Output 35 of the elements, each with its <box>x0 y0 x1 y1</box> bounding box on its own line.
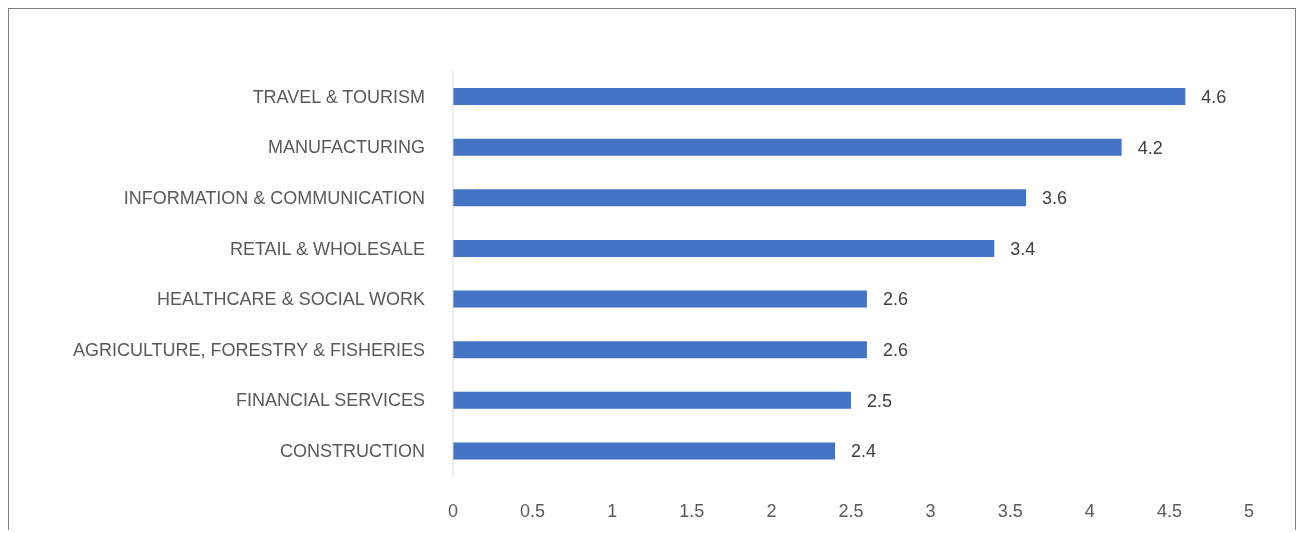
data-label: 4.6 <box>1201 86 1227 107</box>
x-tick-label: 5 <box>1243 500 1255 521</box>
x-tick-label: 3.5 <box>997 500 1023 521</box>
y-tick-label: INFORMATION & COMMUNICATION <box>123 187 425 208</box>
x-tick-label: 3 <box>925 500 936 521</box>
x-tick-label: 2.5 <box>838 500 864 521</box>
data-label: 3.4 <box>1010 238 1036 259</box>
data-label: 2.5 <box>867 390 893 411</box>
bar <box>453 239 995 257</box>
y-tick-label: MANUFACTURING <box>268 137 425 158</box>
x-tick-label: 0.5 <box>520 500 546 521</box>
bar <box>453 189 1027 207</box>
bar <box>453 341 867 359</box>
data-label: 2.4 <box>851 441 877 462</box>
y-tick-label: AGRICULTURE, FORESTRY & FISHERIES <box>72 339 425 360</box>
data-label: 4.2 <box>1137 137 1163 158</box>
data-label: 2.6 <box>882 340 908 361</box>
x-tick-label: 1.5 <box>679 500 705 521</box>
y-tick-label: RETAIL & WHOLESALE <box>229 238 425 259</box>
x-tick-label: 4 <box>1084 500 1095 521</box>
bar <box>453 88 1186 105</box>
x-tick-label: 2 <box>766 500 777 521</box>
y-tick-label: CONSTRUCTION <box>280 441 425 462</box>
y-tick-label: HEALTHCARE & SOCIAL WORK <box>156 289 425 310</box>
bar <box>453 442 836 460</box>
data-label: 2.6 <box>882 289 908 310</box>
x-tick-label: 4.5 <box>1156 500 1182 521</box>
bar <box>453 391 851 409</box>
bar <box>453 138 1122 156</box>
bar <box>453 290 867 308</box>
y-tick-label: TRAVEL & TOURISM <box>252 86 425 107</box>
y-tick-label: FINANCIAL SERVICES <box>235 390 425 411</box>
x-tick-label: 1 <box>607 500 618 521</box>
x-tick-label: 0 <box>447 500 459 521</box>
data-label: 3.6 <box>1042 188 1068 209</box>
